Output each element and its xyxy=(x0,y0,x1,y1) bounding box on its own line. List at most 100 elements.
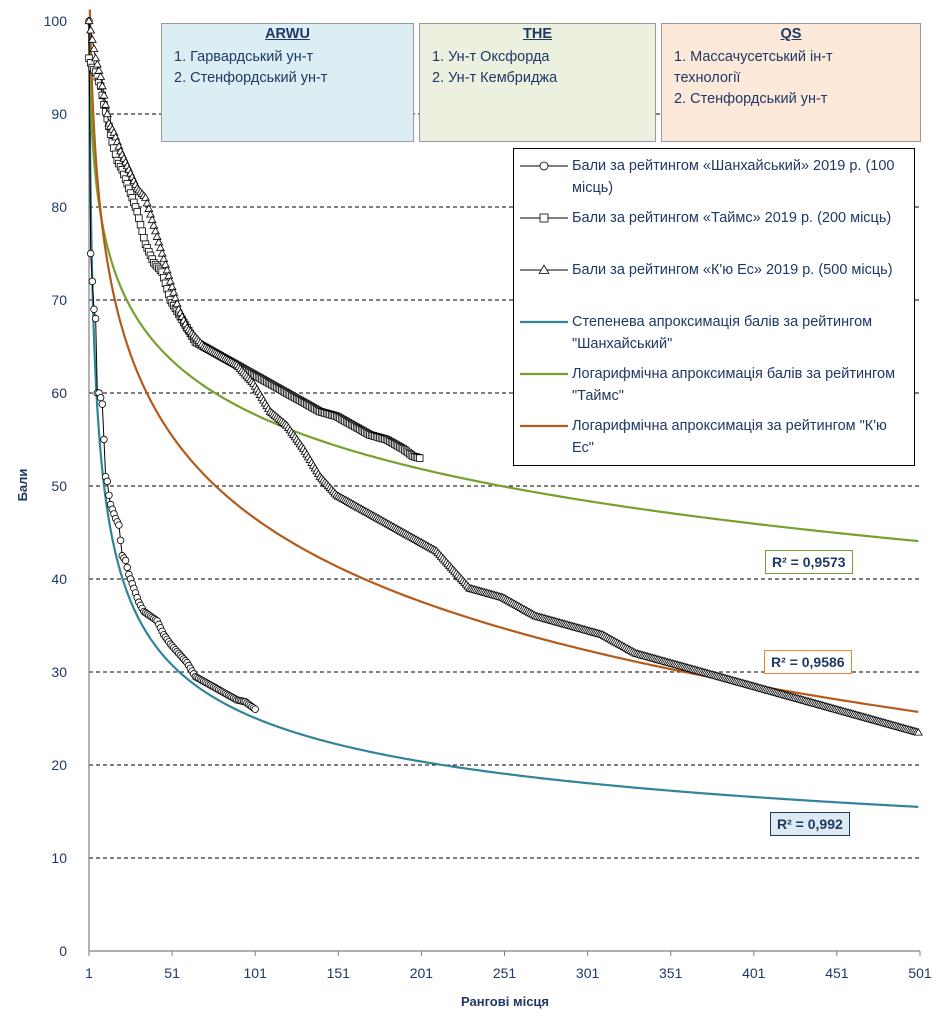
ranking-item: 1. Гарвардський ун-т xyxy=(174,49,314,65)
data-point xyxy=(89,44,99,52)
data-point xyxy=(121,556,130,565)
legend-symbol xyxy=(520,320,568,324)
data-point xyxy=(164,271,174,279)
data-point xyxy=(160,260,170,268)
data-point xyxy=(157,248,167,257)
r2-label-qs: R² = 0,9586 xyxy=(764,650,852,674)
x-tick-label: 1 xyxy=(85,965,93,981)
data-point xyxy=(94,65,104,74)
data-point xyxy=(149,220,159,229)
ranking-item: 1. Массачусетський ін-т технології xyxy=(674,49,833,86)
data-point xyxy=(251,705,259,713)
data-point xyxy=(133,207,141,216)
legend-symbol xyxy=(520,264,568,274)
data-point xyxy=(416,454,424,462)
y-tick-label: 90 xyxy=(51,106,67,122)
data-point xyxy=(99,90,109,99)
data-point xyxy=(98,400,106,408)
legend-item: Бали за рейтингом «Шанхайський» 2019 р. … xyxy=(514,155,914,205)
x-tick-label: 351 xyxy=(659,965,683,981)
data-point xyxy=(147,215,157,224)
x-tick-label: 251 xyxy=(493,965,517,981)
y-tick-label: 20 xyxy=(51,757,67,773)
legend-label: Бали за рейтингом «К'ю Ес» 2019 р. (500 … xyxy=(572,262,893,278)
y-tick-label: 100 xyxy=(44,13,68,29)
trendline xyxy=(87,49,919,543)
ranking-title: THE xyxy=(523,26,552,42)
legend-item: Логарифмічна апроксимація за рейтингом "… xyxy=(514,415,914,465)
data-point xyxy=(87,34,97,43)
r2-label-arwu: R² = 0,992 xyxy=(770,812,850,836)
x-tick-label: 51 xyxy=(164,965,180,981)
data-point xyxy=(96,393,105,402)
legend-symbol xyxy=(520,424,568,428)
legend-item: Бали за рейтингом «К'ю Ес» 2019 р. (500 … xyxy=(514,259,914,309)
data-point xyxy=(136,220,145,229)
y-tick-label: 70 xyxy=(51,292,67,308)
data-point xyxy=(152,232,162,240)
y-tick-label: 10 xyxy=(51,850,67,866)
data-point xyxy=(103,477,111,486)
data-point xyxy=(90,305,98,313)
data-point xyxy=(539,161,549,171)
legend-label: Логарифмічна апроксимація за рейтингом "… xyxy=(572,418,887,456)
legend-item: Бали за рейтингом «Таймс» 2019 р. (200 м… xyxy=(514,207,914,257)
ranking-item: 2. Стенфордський ун-т xyxy=(674,91,828,107)
y-tick-label: 50 xyxy=(51,478,67,494)
y-axis-title: Бали xyxy=(15,469,30,502)
chart-legend: Бали за рейтингом «Шанхайський» 2019 р. … xyxy=(513,148,915,466)
data-point xyxy=(170,293,180,302)
trendline xyxy=(87,20,919,808)
x-tick-label: 401 xyxy=(742,965,766,981)
data-point xyxy=(105,491,113,499)
legend-label: Бали за рейтингом «Таймс» 2019 р. (200 м… xyxy=(572,210,892,226)
data-point xyxy=(144,204,154,212)
data-point xyxy=(92,59,102,68)
ranking-box-arwu: ARWU 1. Гарвардський ун-т 2. Стенфордськ… xyxy=(161,23,414,142)
data-point xyxy=(97,81,107,90)
data-point xyxy=(101,100,111,108)
data-point xyxy=(102,109,112,118)
legend-symbol xyxy=(520,213,568,223)
data-point xyxy=(913,727,923,736)
data-point xyxy=(167,282,177,291)
data-point xyxy=(140,233,148,242)
x-tick-label: 501 xyxy=(908,965,932,981)
data-point xyxy=(91,53,101,62)
data-point xyxy=(135,214,143,222)
ranking-title: ARWU xyxy=(265,26,310,42)
data-point xyxy=(155,243,166,252)
data-point xyxy=(162,265,172,274)
y-tick-label: 60 xyxy=(51,385,67,401)
legend-label: Логарифмічна апроксимація балів за рейти… xyxy=(572,366,896,404)
r2-label-the: R² = 0,9573 xyxy=(765,550,853,574)
data-point xyxy=(140,193,151,201)
data-point xyxy=(91,314,100,323)
x-tick-label: 101 xyxy=(244,965,268,981)
data-point xyxy=(123,563,131,572)
legend-item: Степенева апроксимація балів за рейтинго… xyxy=(514,311,914,361)
data-point xyxy=(165,276,175,285)
x-tick-label: 301 xyxy=(576,965,600,981)
data-point xyxy=(145,209,156,218)
legend-symbol xyxy=(520,161,568,171)
data-point xyxy=(150,226,161,235)
data-point xyxy=(539,213,549,223)
data-point xyxy=(159,254,169,263)
ranking-box-the: THE 1. Ун-т Оксфорда 2. Ун-т Кембриджа xyxy=(419,23,656,142)
x-tick-label: 451 xyxy=(825,965,849,981)
data-point xyxy=(169,287,179,296)
data-point xyxy=(116,536,125,545)
data-point xyxy=(96,72,106,80)
data-point xyxy=(142,198,152,207)
data-point xyxy=(84,16,94,25)
data-point xyxy=(100,435,108,444)
ranking-title: QS xyxy=(780,26,802,42)
data-point xyxy=(538,264,550,274)
ranking-box-qs: QS 1. Массачусетський ін-т технології 2.… xyxy=(661,23,921,142)
legend-item: Логарифмічна апроксимація балів за рейти… xyxy=(514,363,914,413)
data-point xyxy=(138,227,146,235)
x-tick-label: 151 xyxy=(327,965,351,981)
